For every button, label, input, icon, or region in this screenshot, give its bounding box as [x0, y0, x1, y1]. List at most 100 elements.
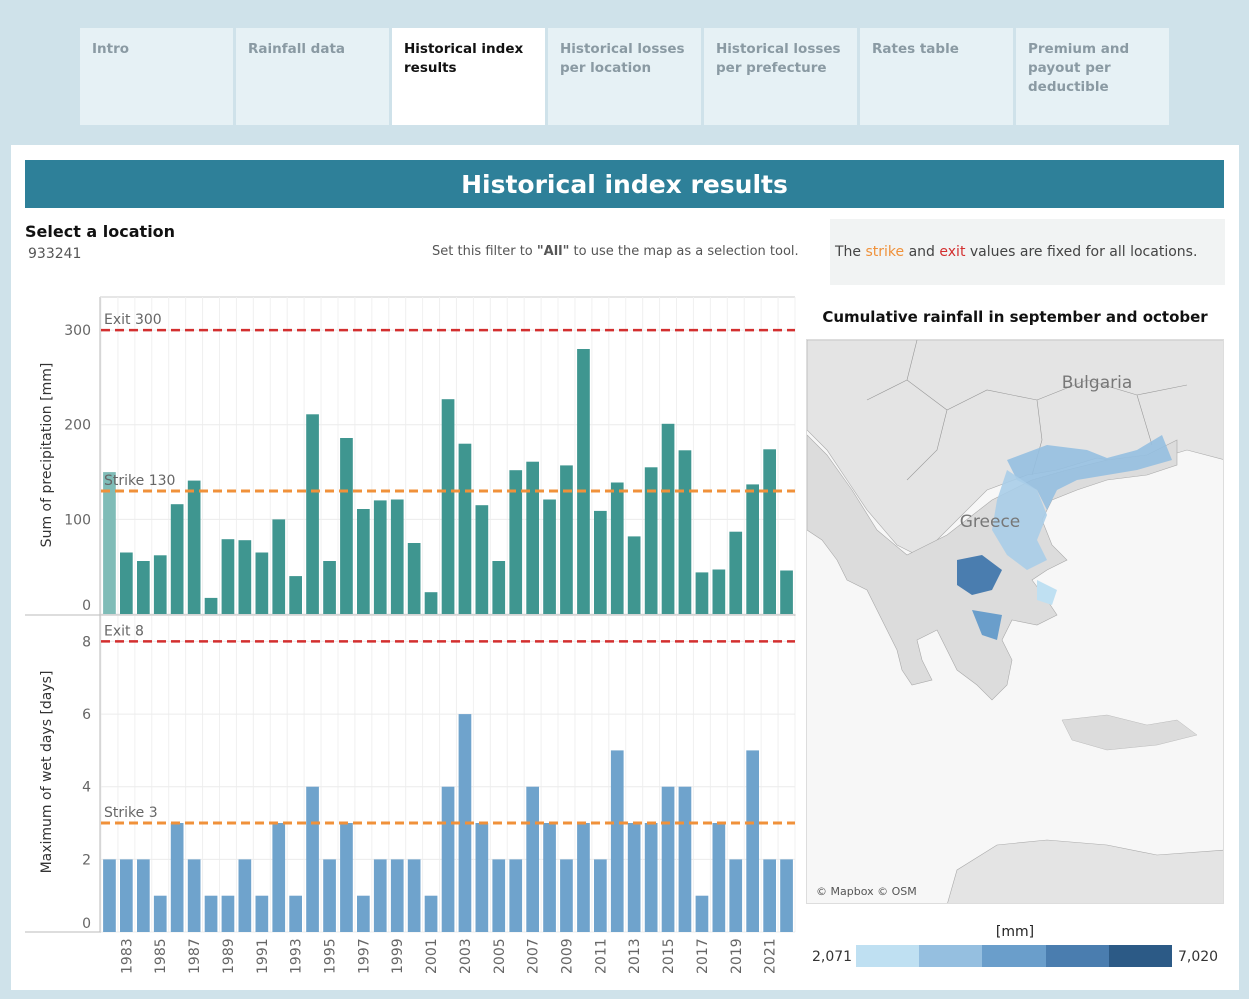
rainfall-map[interactable]: Bulgaria Greece	[806, 339, 1224, 904]
tab-historical-losses-per-location[interactable]: Historical losses per location	[548, 28, 701, 125]
bar-2015	[661, 786, 675, 932]
x-tick-label: 1999	[390, 938, 406, 974]
bar-2014	[644, 823, 658, 932]
map-label-greece: Greece	[960, 512, 1021, 532]
bar-1983	[120, 859, 133, 932]
y-tick-label: 100	[64, 512, 91, 528]
location-filter-value[interactable]: 933241	[28, 246, 82, 262]
bar-2021	[763, 859, 776, 932]
legend-swatch	[1108, 945, 1173, 967]
tab-premium-and-payout[interactable]: Premium and payout per deductible	[1016, 28, 1169, 125]
y-tick-label: 0	[82, 916, 91, 932]
bar-2018	[712, 823, 726, 932]
info-text-1: The	[835, 244, 866, 260]
strike-reference-label: Strike 130	[104, 473, 175, 489]
bar-1999	[390, 499, 404, 614]
bar-1985	[153, 555, 167, 614]
bar-2014	[644, 467, 658, 614]
x-tick-label: 2009	[560, 938, 576, 974]
bar-1983	[120, 552, 133, 614]
legend-color-scale	[856, 945, 1173, 967]
tab-intro[interactable]: Intro	[80, 28, 233, 125]
filter-hint-post: to use the map as a selection tool.	[569, 244, 799, 259]
bar-2016	[678, 786, 692, 932]
legend-swatch	[982, 945, 1046, 967]
info-text-2: and	[904, 244, 940, 260]
x-tick-label: 1983	[119, 938, 135, 974]
bar-1992	[272, 823, 286, 932]
bar-1987	[187, 859, 201, 932]
bar-2008	[543, 499, 556, 614]
bar-1988	[204, 597, 218, 614]
bar-1995	[323, 561, 336, 614]
x-tick-label: 1987	[187, 938, 203, 974]
bar-1992	[272, 519, 286, 614]
filter-hint-all: "All"	[536, 244, 570, 259]
bar-2010	[577, 349, 590, 614]
bar-2013	[627, 823, 641, 932]
bar-1986	[170, 504, 184, 614]
bar-1991	[255, 895, 269, 932]
bar-2003	[458, 714, 472, 932]
bar-1997	[357, 509, 370, 614]
bar-2021	[763, 449, 776, 614]
bar-1985	[153, 895, 167, 932]
y-tick-label: 6	[82, 707, 91, 723]
bar-1990	[238, 540, 252, 614]
bar-1990	[238, 859, 252, 932]
map-land-north	[807, 340, 1223, 556]
bar-2019	[729, 859, 743, 932]
charts-area: 0 100 200 300 Sum of precipitation [mm] Exit …	[25, 296, 796, 974]
map-borders	[866, 340, 1188, 481]
bar-2000	[407, 543, 421, 614]
tab-historical-index-results[interactable]: Historical index results	[392, 28, 545, 125]
x-tick-label: 2021	[763, 938, 779, 974]
tab-historical-losses-per-prefecture[interactable]: Historical losses per prefecture	[704, 28, 857, 125]
bar-1989	[221, 895, 235, 932]
x-tick-label: 2001	[424, 938, 440, 974]
x-tick-label: 1985	[153, 938, 169, 974]
y-tick-label: 300	[64, 323, 91, 339]
map-rain-region-west	[957, 555, 1002, 595]
y-tick-label: 200	[64, 418, 91, 434]
bar-2006	[509, 859, 523, 932]
tab-rainfall-data[interactable]: Rainfall data	[236, 28, 389, 125]
filter-hint-pre: Set this filter to	[432, 244, 537, 259]
bar-2010	[577, 823, 590, 932]
legend-swatch	[856, 945, 920, 967]
y-axis-label: Sum of precipitation [mm]	[39, 363, 55, 548]
bar-1991	[255, 552, 269, 614]
tab-rates-table[interactable]: Rates table	[860, 28, 1013, 125]
bar-2020	[746, 750, 759, 932]
bar-2006	[509, 470, 523, 614]
legend-swatch	[1045, 945, 1109, 967]
bar-2002	[441, 399, 455, 614]
bar-1982	[103, 472, 116, 614]
map-attribution[interactable]: © Mapbox © OSM	[816, 885, 917, 898]
x-tick-label: 2019	[729, 938, 745, 974]
bar-1996	[340, 823, 353, 932]
y-axis-label: Maximum of wet days [days]	[39, 671, 55, 874]
map-land-south	[947, 839, 1223, 903]
y-tick-label: 2	[82, 852, 91, 868]
bar-1998	[373, 859, 387, 932]
bar-1993	[289, 576, 302, 614]
bar-2017	[695, 895, 709, 932]
bar-2013	[627, 536, 641, 614]
bar-2005	[492, 859, 506, 932]
bar-2001	[424, 895, 438, 932]
x-tick-label: 1997	[356, 938, 372, 974]
bar-2011	[594, 510, 607, 614]
map-canvas: Bulgaria Greece	[807, 340, 1223, 903]
bar-2007	[526, 786, 539, 932]
page-title: Historical index results	[25, 160, 1224, 208]
tab-bar: Intro Rainfall data Historical index res…	[80, 28, 1172, 125]
x-tick-label: 2007	[526, 938, 542, 974]
bar-1984	[137, 859, 150, 932]
x-tick-label: 1991	[255, 938, 271, 974]
map-rain-region-north	[1007, 435, 1172, 510]
bar-2020	[746, 484, 759, 614]
bar-2016	[678, 450, 692, 614]
bar-1996	[340, 438, 353, 614]
bar-2019	[729, 531, 743, 614]
